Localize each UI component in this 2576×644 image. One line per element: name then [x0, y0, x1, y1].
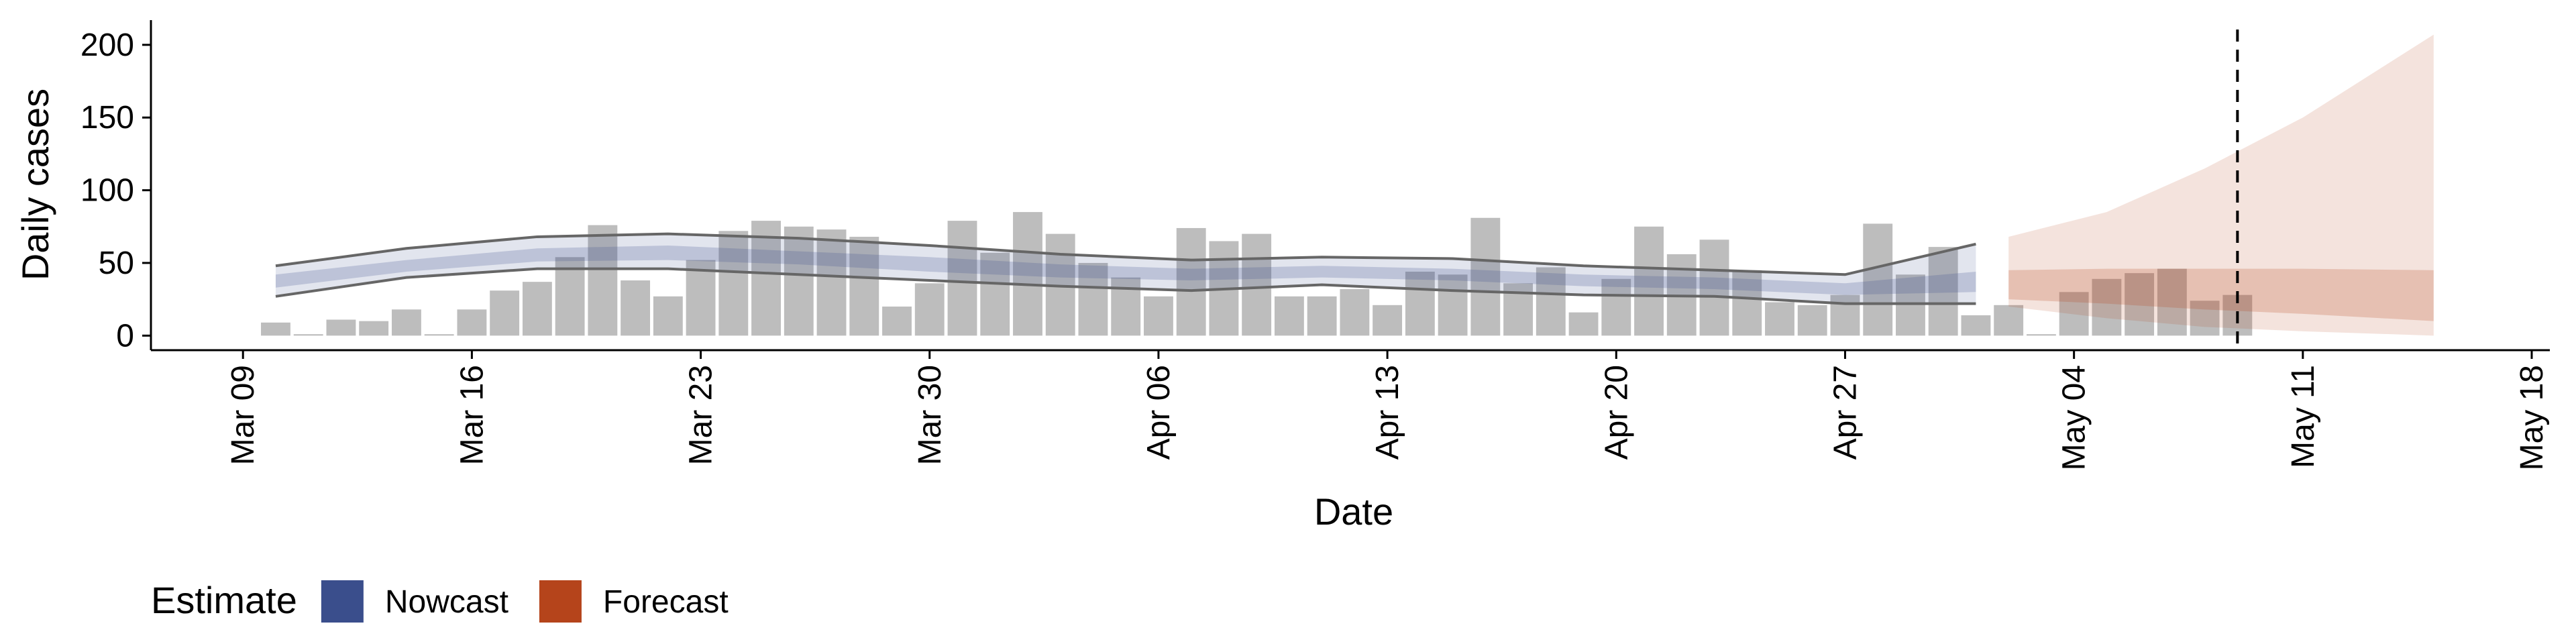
bar	[2125, 273, 2155, 336]
bar	[1732, 270, 1762, 336]
bar	[914, 283, 945, 336]
legend-label: Nowcast	[385, 584, 508, 620]
bar	[621, 280, 651, 336]
bar	[490, 290, 520, 336]
bar	[1765, 302, 1794, 336]
bar	[1470, 217, 1501, 336]
bar	[1536, 267, 1566, 336]
y-tick-label: 0	[116, 318, 134, 354]
bar	[947, 221, 977, 336]
bar	[1176, 227, 1206, 336]
bar	[1863, 223, 1893, 336]
bar	[261, 322, 290, 336]
bar	[293, 334, 323, 336]
legend-label: Forecast	[603, 584, 729, 620]
bar	[1373, 305, 1403, 336]
bar	[2059, 292, 2089, 336]
bar	[1994, 305, 2024, 336]
x-tick-label: Mar 09	[225, 365, 261, 465]
band-outer	[275, 233, 1976, 304]
bar	[1601, 278, 1631, 336]
bar	[653, 296, 683, 336]
y-tick-label: 100	[80, 173, 134, 209]
bar	[2092, 278, 2122, 336]
band-outer	[2008, 34, 2434, 336]
bar	[849, 236, 879, 336]
bar	[1078, 262, 1108, 336]
legend-title: Estimate	[151, 579, 297, 621]
bar	[1896, 274, 1925, 336]
bar	[522, 282, 552, 336]
bar	[1928, 247, 1958, 336]
bar	[2190, 301, 2220, 336]
bar	[1699, 239, 1729, 336]
legend-swatch	[321, 580, 364, 623]
bar	[882, 306, 912, 336]
x-tick-label: May 18	[2514, 365, 2550, 470]
bar	[686, 260, 716, 336]
bar	[2026, 334, 2056, 336]
legend-swatch	[539, 580, 582, 623]
bar	[1274, 296, 1304, 336]
bar	[1340, 288, 1370, 336]
band-edge-line	[275, 267, 1976, 305]
x-tick-label: Mar 23	[684, 365, 719, 465]
x-tick-label: May 04	[2057, 365, 2092, 470]
bar	[1797, 305, 1827, 336]
bar	[1634, 226, 1664, 336]
bar	[1307, 296, 1337, 336]
x-axis-title: Date	[1314, 490, 1393, 533]
band-inner	[2008, 268, 2434, 321]
bar	[588, 225, 618, 336]
bar	[555, 257, 585, 336]
y-tick-label: 150	[80, 100, 134, 136]
bar	[359, 321, 389, 336]
bar	[980, 252, 1010, 336]
x-tick-label: Mar 16	[454, 365, 490, 465]
bar	[1013, 212, 1042, 336]
bar	[784, 226, 814, 336]
x-tick-label: Apr 27	[1827, 365, 1863, 460]
bar	[326, 319, 356, 336]
bar	[816, 229, 847, 336]
x-tick-label: May 11	[2286, 365, 2321, 468]
x-tick-label: Apr 13	[1370, 365, 1405, 460]
bar	[1961, 315, 1991, 336]
x-tick-label: Apr 06	[1141, 365, 1177, 460]
y-tick-label: 200	[80, 28, 134, 63]
band-inner	[275, 245, 1976, 295]
bar	[1438, 274, 1468, 336]
bar	[751, 221, 781, 336]
y-tick-label: 50	[99, 246, 134, 281]
band-edge-line	[275, 232, 1976, 276]
bar	[391, 309, 421, 336]
bar	[1242, 233, 1272, 336]
bar	[1405, 271, 1435, 336]
bar	[2157, 268, 2187, 336]
bar	[1568, 312, 1599, 336]
bar	[457, 309, 487, 336]
x-tick-label: Apr 20	[1599, 365, 1634, 460]
bar	[424, 334, 454, 336]
bar	[1830, 294, 1860, 336]
y-axis-title: Daily cases	[14, 89, 56, 280]
bar	[1143, 296, 1173, 336]
bar	[718, 231, 749, 336]
x-tick-label: Mar 30	[912, 365, 948, 465]
